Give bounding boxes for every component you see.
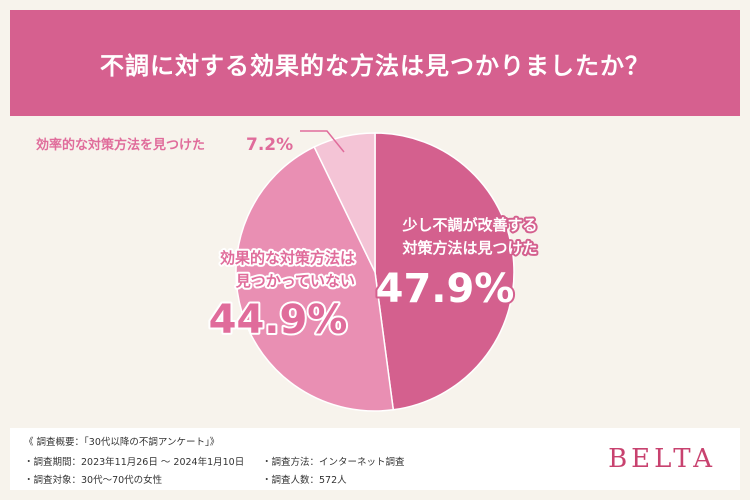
slice-not-found <box>235 145 395 412</box>
slice-improved-value: 47.9% <box>376 266 515 312</box>
slice-found <box>313 132 376 273</box>
survey-heading: 《 調査概要：「30代以降の不調アンケート」》 <box>24 437 220 448</box>
slice-found-value: 7.2% <box>246 135 293 155</box>
survey-target: ・調査対象：30代～70代の女性 <box>24 475 163 486</box>
brand-logo: BELTA <box>608 444 716 474</box>
page-title: 不調に対する効果的な方法は見つかりましたか？ <box>100 51 650 80</box>
title-banner: 不調に対する効果的な方法は見つかりましたか？ <box>10 10 740 116</box>
survey-method: ・調査方法：インターネット調査 <box>262 457 405 468</box>
slice-improved-label: 対策方法は見つけた <box>401 239 537 257</box>
slice-not-found-label: 見つかっていない <box>235 272 355 290</box>
survey-period: ・調査期間：2023年11月26日 ～ 2024年1月10日 <box>24 457 245 468</box>
slice-improved <box>374 132 515 411</box>
survey-summary-panel: 《 調査概要：「30代以降の不調アンケート」》 ・調査期間：2023年11月26… <box>10 428 740 490</box>
slice-not-found-value: 44.9% <box>209 297 348 343</box>
slice-not-found-label: 効果的な対策方法は <box>220 249 355 267</box>
slice-found-leader-line <box>300 130 345 153</box>
slice-found-label: 効率的な対策方法を見つけた <box>36 137 205 153</box>
survey-count: ・調査人数：572人 <box>262 475 347 486</box>
slice-improved-label: 少し不調が改善する <box>401 216 537 234</box>
